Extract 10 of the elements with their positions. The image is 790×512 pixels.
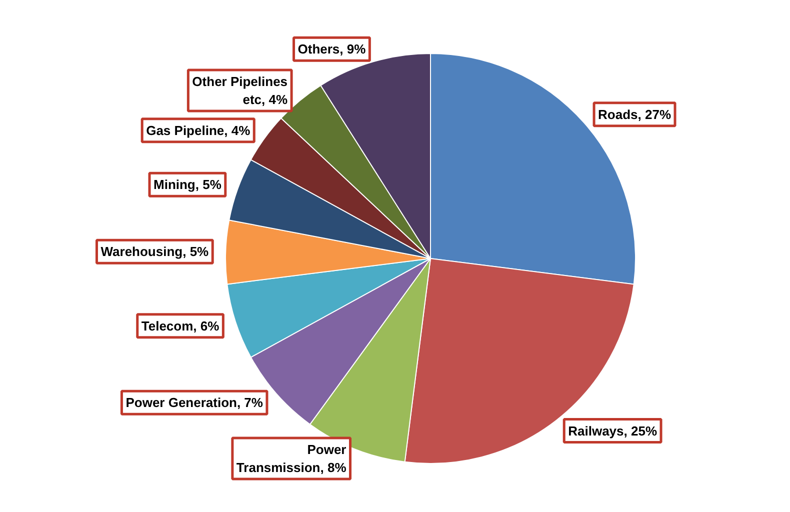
slice-label: Warehousing, 5% bbox=[100, 244, 210, 260]
slice-label: Telecom, 6% bbox=[141, 318, 220, 334]
slice-label: Others, 9% bbox=[298, 42, 366, 57]
slice-label: Roads, 27% bbox=[598, 106, 672, 122]
slice-label: Power Generation, 7% bbox=[126, 395, 264, 410]
slice-label: Gas Pipeline, 4% bbox=[146, 122, 251, 138]
slice-label: Mining, 5% bbox=[154, 177, 222, 192]
slice-label: Railways, 25% bbox=[568, 423, 658, 438]
slice-label: Other Pipelines etc, 4% bbox=[192, 74, 288, 108]
slice-label: Power Transmission, 8% bbox=[236, 442, 347, 475]
